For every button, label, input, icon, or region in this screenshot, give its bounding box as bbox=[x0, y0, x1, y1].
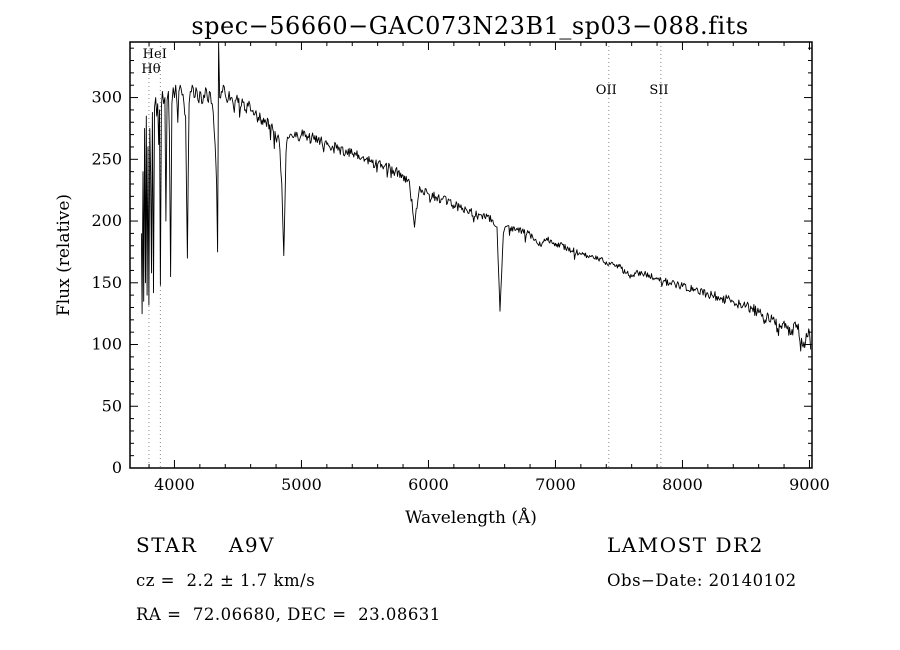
spectrum-line bbox=[140, 41, 812, 352]
x-tick-label: 5000 bbox=[281, 475, 322, 494]
marker-label-HeI: HeI bbox=[143, 47, 167, 62]
y-tick-label: 50 bbox=[102, 396, 122, 415]
radial-velocity: cz = 2.2 ± 1.7 km/s bbox=[136, 571, 316, 590]
x-tick-label: 6000 bbox=[408, 475, 449, 494]
y-tick-label: 300 bbox=[91, 88, 122, 107]
ra-dec-coordinates: RA = 72.06680, DEC = 23.08631 bbox=[136, 605, 441, 624]
y-tick-label: 150 bbox=[91, 273, 122, 292]
x-axis-label: Wavelength (Å) bbox=[405, 508, 537, 528]
marker-label-OII: OII bbox=[596, 83, 617, 98]
x-tick-label: 8000 bbox=[662, 475, 703, 494]
y-tick-label: 0 bbox=[112, 458, 122, 477]
marker-label-SII: SII bbox=[649, 83, 668, 98]
y-tick-label: 200 bbox=[91, 211, 122, 230]
x-tick-label: 7000 bbox=[535, 475, 576, 494]
survey-name: LAMOST DR2 bbox=[607, 533, 764, 557]
x-tick-label: 9000 bbox=[789, 475, 830, 494]
chart-title: spec−56660−GAC073N23B1_sp03−088.fits bbox=[191, 12, 749, 40]
y-tick-label: 100 bbox=[91, 335, 122, 354]
y-tick-label: 250 bbox=[91, 149, 122, 168]
x-tick-label: 4000 bbox=[154, 475, 195, 494]
obs-date: Obs−Date: 20140102 bbox=[607, 571, 797, 590]
star-classification: STAR A9V bbox=[136, 533, 275, 557]
marker-label-Hθ: Hθ bbox=[141, 62, 160, 77]
axes-box bbox=[129, 41, 813, 469]
